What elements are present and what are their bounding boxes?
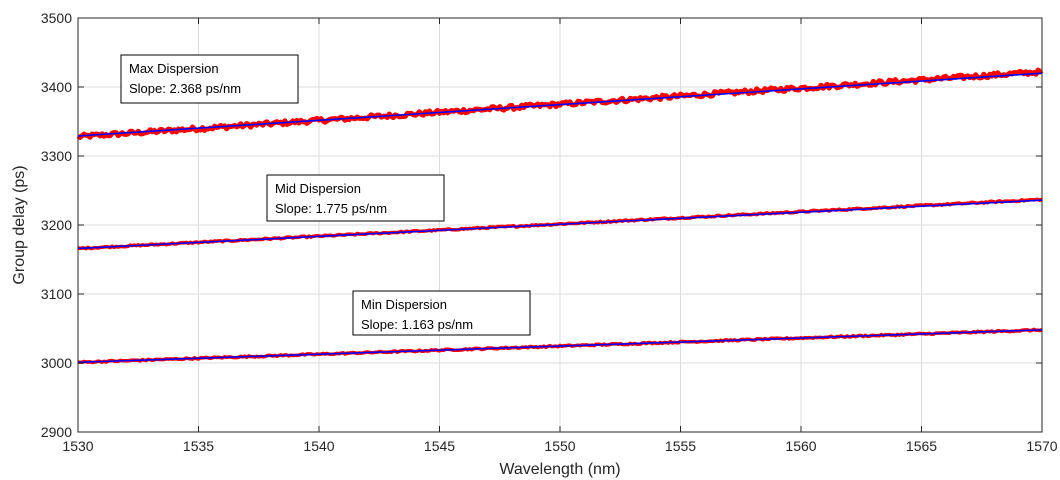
y-tick-label: 3200 [41,217,72,233]
annotation-frame [120,54,299,104]
x-tick-label: 1570 [1026,438,1057,454]
annotation-slope: Slope: 1.163 ps/nm [361,317,473,332]
fit-line [77,199,1043,250]
x-tick-label: 1555 [665,438,696,454]
y-tick-label: 3500 [41,10,72,26]
annotation-frame [266,174,445,222]
annotation-slope: Slope: 2.368 ps/nm [129,81,241,96]
annotation-title: Min Dispersion [361,297,447,312]
annotation-title: Max Dispersion [129,61,219,76]
x-tick-label: 1560 [785,438,816,454]
annotation-box-2: Mid Dispersion Slope: 1.775 ps/nm [266,174,445,222]
x-axis-label: Wavelength (nm) [499,461,620,478]
x-tick-label: 1530 [62,438,93,454]
x-tick-label: 1565 [906,438,937,454]
y-axis-label: Group delay (ps) [11,165,28,284]
fit-line [77,329,1043,364]
x-tick-label: 1535 [183,438,214,454]
series-1 [76,67,1044,140]
y-tick-label: 3100 [41,286,72,302]
y-tick-label: 2900 [41,424,72,440]
fit-line [77,72,1043,137]
annotations: Max Dispersion Slope: 2.368 ps/nm Mid Disp… [120,54,531,336]
x-tick-label: 1550 [544,438,575,454]
annotation-frame [352,290,531,336]
x-tick-label: 1540 [303,438,334,454]
x-tick-label: 1545 [424,438,455,454]
series-3 [77,327,1043,365]
annotation-title: Mid Dispersion [275,181,361,196]
annotation-slope: Slope: 1.775 ps/nm [275,201,387,216]
y-tick-label: 3300 [41,148,72,164]
y-tick-label: 3400 [41,79,72,95]
annotation-box-3: Min Dispersion Slope: 1.163 ps/nm [352,290,531,336]
y-tick-label: 3000 [41,355,72,371]
series-2 [77,197,1043,251]
axis-ticks: 1530 1535 1540 1545 1550 1555 1560 1565 1570 2900… [41,10,1058,454]
data-series [76,67,1044,365]
annotation-box-1: Max Dispersion Slope: 2.368 ps/nm [120,54,299,104]
